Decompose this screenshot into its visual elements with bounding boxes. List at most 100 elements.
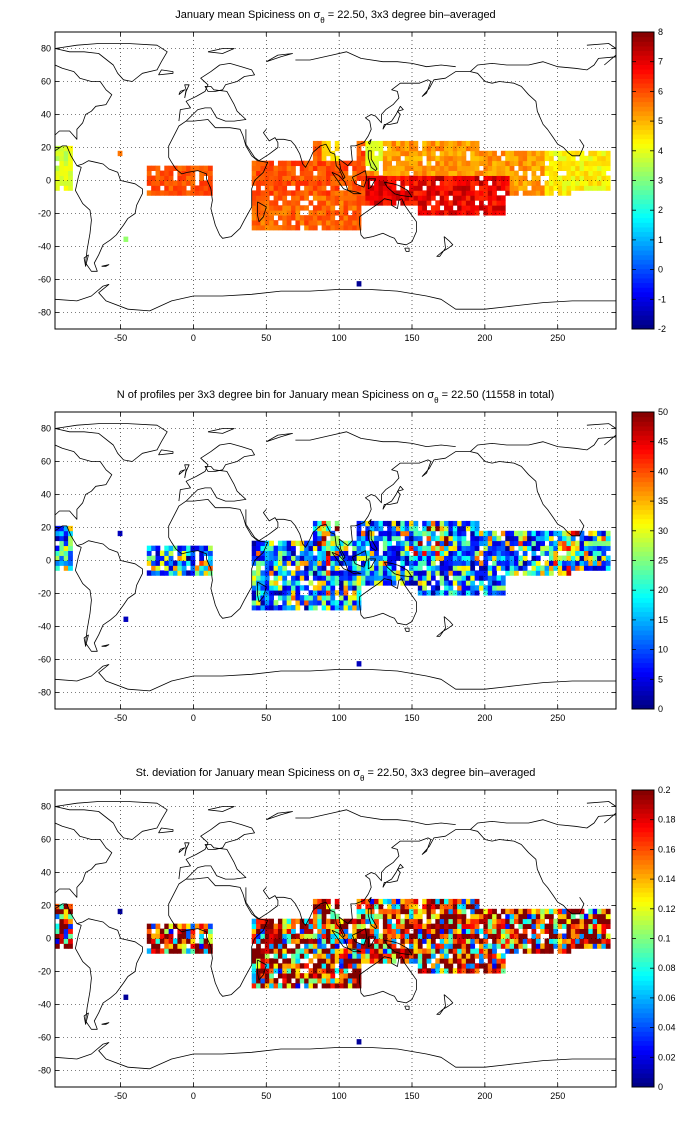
data-bin: [404, 570, 410, 576]
data-bin: [465, 175, 471, 181]
data-bin: [404, 145, 410, 152]
data-bin: [605, 555, 611, 561]
data-bin: [457, 165, 462, 171]
colorbar-tick-label: 15: [658, 615, 668, 625]
data-bin: [317, 898, 323, 905]
data-bin: [273, 570, 279, 576]
data-bin: [444, 938, 449, 944]
data-bin: [505, 938, 511, 944]
data-bin: [452, 535, 458, 542]
data-bin: [483, 590, 489, 596]
data-bin: [391, 913, 397, 920]
coastline: [359, 956, 417, 1004]
data-bin: [199, 938, 205, 944]
data-bin: [59, 165, 65, 171]
coastline: [367, 150, 378, 171]
data-bin: [522, 943, 528, 949]
data-bin: [522, 918, 528, 925]
colorbar-segment: [632, 868, 654, 875]
data-bin: [461, 520, 467, 527]
data-bin: [422, 968, 427, 974]
colorbar-segment: [632, 597, 654, 603]
data-bin: [299, 195, 305, 201]
colorbar-segment: [632, 681, 654, 687]
data-bin: [203, 948, 209, 954]
data-bin: [514, 185, 519, 191]
data-bin: [199, 170, 205, 176]
colorbar-segment: [632, 841, 654, 847]
data-bin: [391, 200, 397, 206]
data-bin: [304, 550, 309, 556]
data-bin: [439, 968, 445, 974]
data-bin: [426, 898, 432, 905]
data-bin: [413, 145, 419, 152]
data-bin: [269, 943, 274, 949]
data-bin: [190, 948, 196, 954]
data-bin: [168, 170, 174, 176]
data-bin: [321, 933, 327, 939]
data-bin: [448, 165, 454, 171]
data-bin: [557, 570, 563, 576]
data-bin: [452, 185, 458, 191]
data-bin: [374, 953, 379, 959]
data-bin: [430, 913, 436, 920]
data-bin: [461, 540, 467, 547]
colorbar-segment: [632, 134, 654, 140]
data-bin: [343, 595, 349, 601]
colorbar-segment: [632, 592, 654, 599]
data-bin: [343, 225, 349, 231]
data-bin: [312, 938, 318, 944]
data-bin: [273, 165, 279, 171]
data-bin: [199, 570, 205, 576]
data-bin: [435, 963, 441, 969]
data-bin: [575, 545, 580, 551]
data-bin: [286, 160, 292, 167]
data-bin: [444, 555, 449, 561]
data-bin: [356, 933, 362, 939]
data-bin: [251, 600, 257, 606]
data-bin: [299, 215, 305, 221]
coastline: [266, 53, 293, 63]
data-bin: [518, 913, 524, 920]
data-bin: [518, 555, 524, 561]
data-bin: [181, 545, 187, 551]
data-bin: [548, 908, 554, 915]
data-bin: [404, 555, 410, 561]
colorbar-segment: [632, 120, 654, 126]
data-bin: [312, 225, 318, 231]
data-bin: [251, 550, 257, 556]
colorbar-segment: [632, 194, 654, 200]
data-bin: [597, 913, 602, 920]
data-bin: [400, 575, 406, 581]
data-bin: [164, 555, 170, 561]
coastline: [168, 877, 269, 997]
colorbar-segment: [632, 509, 654, 515]
colorbar-segment: [632, 560, 654, 566]
data-bin: [496, 913, 502, 920]
data-bin: [256, 190, 261, 196]
data-bin: [164, 165, 170, 171]
data-bin: [592, 170, 598, 176]
data-bin: [579, 933, 585, 939]
data-bin: [505, 908, 511, 915]
data-bin: [330, 160, 336, 167]
data-bin: [461, 190, 467, 196]
data-bin: [361, 155, 366, 162]
data-bin: [264, 938, 270, 944]
data-bin: [531, 918, 537, 925]
data-bin: [208, 165, 213, 171]
y-tick-label: -60: [38, 1033, 51, 1043]
colorbar-segment: [632, 504, 654, 510]
coastline: [604, 44, 616, 66]
data-bin: [369, 160, 375, 167]
data-bin: [146, 190, 152, 196]
data-bin: [59, 150, 65, 157]
data-bin: [387, 953, 392, 959]
data-bin: [190, 938, 196, 944]
data-bin: [470, 555, 476, 561]
data-bin: [588, 530, 594, 537]
data-bin: [299, 575, 305, 581]
data-bin: [330, 175, 336, 181]
data-bin: [500, 200, 506, 206]
data-bin: [474, 195, 480, 201]
